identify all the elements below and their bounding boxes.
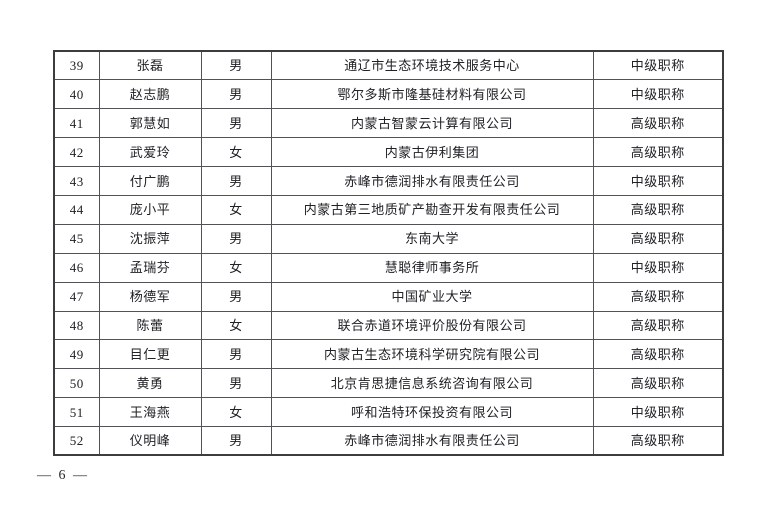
table-row: 42 武爱玲 女 内蒙古伊利集团 高级职称 [53, 137, 724, 168]
cell-gender: 男 [200, 281, 272, 312]
cell-title: 高级职称 [592, 426, 724, 456]
cell-organization: 联合赤道环境评价股份有限公司 [270, 310, 594, 341]
table-row: 49 目仁更 男 内蒙古生态环境科学研究院有限公司 高级职称 [53, 339, 724, 370]
cell-row-number: 49 [53, 339, 100, 370]
cell-name: 郭慧如 [98, 108, 202, 139]
cell-organization: 内蒙古伊利集团 [270, 137, 594, 168]
cell-gender: 男 [200, 79, 272, 110]
cell-title: 中级职称 [592, 397, 724, 428]
table-row: 40 赵志鹏 男 鄂尔多斯市隆基硅材料有限公司 中级职称 [53, 79, 724, 110]
cell-row-number: 43 [53, 166, 100, 196]
cell-name: 庞小平 [98, 194, 202, 225]
cell-title: 中级职称 [592, 252, 724, 283]
cell-title: 高级职称 [592, 194, 724, 225]
cell-gender: 女 [200, 397, 272, 428]
cell-organization: 东南大学 [270, 223, 594, 254]
table-row: 51 王海燕 女 呼和浩特环保投资有限公司 中级职称 [53, 397, 724, 428]
table-row: 52 仪明峰 男 赤峰市德润排水有限责任公司 高级职称 [53, 426, 724, 456]
cell-name: 王海燕 [98, 397, 202, 428]
cell-row-number: 45 [53, 223, 100, 254]
cell-gender: 男 [200, 50, 272, 81]
cell-title: 高级职称 [592, 137, 724, 168]
cell-organization: 呼和浩特环保投资有限公司 [270, 397, 594, 428]
cell-title: 中级职称 [592, 50, 724, 81]
cell-row-number: 50 [53, 368, 100, 399]
cell-title: 中级职称 [592, 79, 724, 110]
cell-gender: 女 [200, 310, 272, 341]
cell-row-number: 39 [53, 50, 100, 81]
cell-row-number: 47 [53, 281, 100, 312]
table-row: 48 陈蕾 女 联合赤道环境评价股份有限公司 高级职称 [53, 310, 724, 341]
cell-row-number: 44 [53, 194, 100, 225]
cell-name: 赵志鹏 [98, 79, 202, 110]
table-row: 46 孟瑞芬 女 慧聪律师事务所 中级职称 [53, 252, 724, 283]
cell-gender: 男 [200, 223, 272, 254]
cell-row-number: 42 [53, 137, 100, 168]
cell-gender: 男 [200, 339, 272, 370]
cell-name: 沈振萍 [98, 223, 202, 254]
roster-table: 39 张磊 男 通辽市生态环境技术服务中心 中级职称 40 赵志鹏 男 鄂尔多斯… [53, 50, 724, 457]
cell-organization: 中国矿业大学 [270, 281, 594, 312]
cell-row-number: 46 [53, 252, 100, 283]
cell-gender: 女 [200, 252, 272, 283]
cell-gender: 男 [200, 108, 272, 139]
table-row: 43 付广鹏 男 赤峰市德润排水有限责任公司 中级职称 [53, 166, 724, 196]
cell-organization: 内蒙古生态环境科学研究院有限公司 [270, 339, 594, 370]
cell-row-number: 52 [53, 426, 100, 456]
cell-title: 高级职称 [592, 368, 724, 399]
cell-gender: 女 [200, 194, 272, 225]
cell-row-number: 40 [53, 79, 100, 110]
cell-row-number: 48 [53, 310, 100, 341]
cell-organization: 慧聪律师事务所 [270, 252, 594, 283]
cell-organization: 内蒙古第三地质矿产勘查开发有限责任公司 [270, 194, 594, 225]
table-row: 47 杨德军 男 中国矿业大学 高级职称 [53, 281, 724, 312]
cell-name: 孟瑞芬 [98, 252, 202, 283]
table-row: 39 张磊 男 通辽市生态环境技术服务中心 中级职称 [53, 50, 724, 81]
cell-gender: 女 [200, 137, 272, 168]
cell-gender: 男 [200, 368, 272, 399]
cell-name: 黄勇 [98, 368, 202, 399]
cell-title: 高级职称 [592, 339, 724, 370]
cell-name: 武爱玲 [98, 137, 202, 168]
cell-title: 中级职称 [592, 166, 724, 196]
cell-row-number: 51 [53, 397, 100, 428]
cell-title: 高级职称 [592, 281, 724, 312]
cell-organization: 通辽市生态环境技术服务中心 [270, 50, 594, 81]
cell-name: 付广鹏 [98, 166, 202, 196]
cell-organization: 赤峰市德润排水有限责任公司 [270, 166, 594, 196]
cell-organization: 鄂尔多斯市隆基硅材料有限公司 [270, 79, 594, 110]
table-row: 50 黄勇 男 北京肯思捷信息系统咨询有限公司 高级职称 [53, 368, 724, 399]
table-row: 44 庞小平 女 内蒙古第三地质矿产勘查开发有限责任公司 高级职称 [53, 194, 724, 225]
cell-title: 高级职称 [592, 108, 724, 139]
cell-name: 陈蕾 [98, 310, 202, 341]
table-row: 41 郭慧如 男 内蒙古智蒙云计算有限公司 高级职称 [53, 108, 724, 139]
table-row: 45 沈振萍 男 东南大学 高级职称 [53, 223, 724, 254]
cell-row-number: 41 [53, 108, 100, 139]
cell-organization: 北京肯思捷信息系统咨询有限公司 [270, 368, 594, 399]
cell-gender: 男 [200, 426, 272, 456]
cell-name: 张磊 [98, 50, 202, 81]
cell-name: 目仁更 [98, 339, 202, 370]
cell-name: 仪明峰 [98, 426, 202, 456]
page-number: — 6 — [37, 468, 89, 483]
roster-table-body: 39 张磊 男 通辽市生态环境技术服务中心 中级职称 40 赵志鹏 男 鄂尔多斯… [53, 50, 724, 456]
cell-title: 高级职称 [592, 223, 724, 254]
cell-title: 高级职称 [592, 310, 724, 341]
cell-gender: 男 [200, 166, 272, 196]
cell-organization: 内蒙古智蒙云计算有限公司 [270, 108, 594, 139]
cell-organization: 赤峰市德润排水有限责任公司 [270, 426, 594, 456]
cell-name: 杨德军 [98, 281, 202, 312]
